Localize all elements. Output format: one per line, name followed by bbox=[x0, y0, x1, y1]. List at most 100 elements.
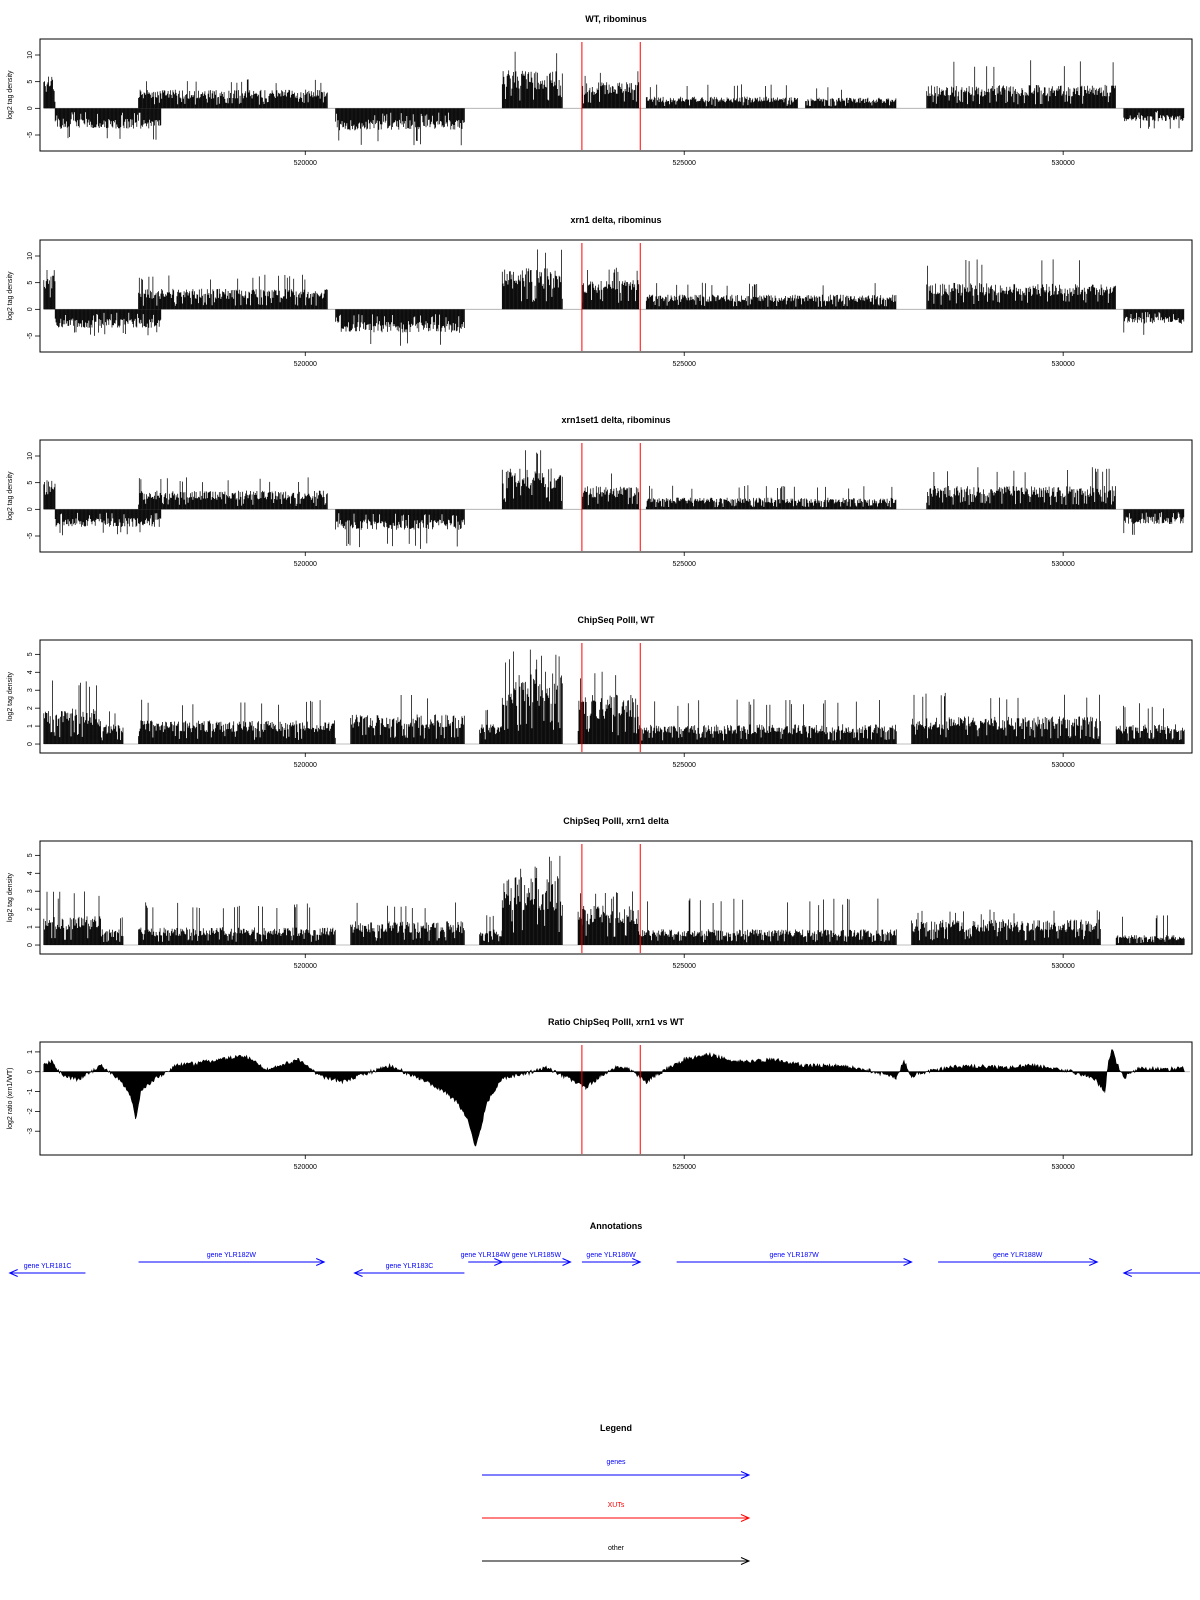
gene-annotation: gene YLR181C bbox=[8, 1263, 86, 1277]
gene-annotation: gene YLR182W bbox=[138, 1252, 326, 1266]
gene-annotation: gene YLR185W bbox=[502, 1252, 572, 1266]
x-tick-label: 530000 bbox=[1051, 963, 1074, 970]
signal-segment bbox=[1123, 108, 1185, 129]
x-tick-label: 530000 bbox=[1051, 561, 1074, 568]
y-tick-label: 0 bbox=[27, 507, 34, 511]
y-tick-label: -2 bbox=[27, 1108, 34, 1114]
signal-segment bbox=[335, 509, 465, 549]
y-tick-label: 0 bbox=[27, 742, 34, 746]
gene-label: gene YLR183C bbox=[386, 1263, 434, 1270]
signal-segment bbox=[577, 671, 639, 744]
ratio-area bbox=[43, 1049, 1185, 1147]
x-tick-label: 520000 bbox=[294, 361, 317, 368]
signal-bars bbox=[43, 855, 1185, 945]
signal-segment bbox=[43, 76, 56, 109]
signal-segment bbox=[581, 267, 640, 310]
x-tick-label: 525000 bbox=[673, 160, 696, 167]
signal-segment bbox=[43, 680, 101, 744]
plot-frame bbox=[39, 840, 1193, 955]
y-tick-label: 5 bbox=[27, 481, 34, 485]
annotations-track: Annotations gene YLR181C gene YLR182W gene … bbox=[8, 1221, 1200, 1277]
legend: Legend genes XUTs other bbox=[482, 1423, 751, 1565]
y-tick-label: 5 bbox=[27, 853, 34, 857]
y-tick-label: 5 bbox=[27, 652, 34, 656]
y-axis-label: log2 tag density bbox=[7, 872, 14, 922]
signal-segment bbox=[645, 282, 897, 310]
signal-segment bbox=[926, 467, 1116, 510]
annotations-title: Annotations bbox=[590, 1221, 643, 1231]
signal-segment bbox=[54, 309, 162, 336]
signal-segment bbox=[54, 108, 162, 140]
panel-title: xrn1 delta, ribominus bbox=[570, 215, 661, 225]
arrow-head bbox=[740, 1471, 751, 1479]
signal-segment bbox=[638, 699, 897, 744]
gene-label: gene YLR188W bbox=[993, 1252, 1043, 1259]
y-tick-label: 5 bbox=[27, 281, 34, 285]
y-axis-label: log2 tag density bbox=[7, 471, 14, 521]
signal-segment bbox=[501, 450, 563, 510]
panel-1: WT, ribominus 10 5 0 -5 log2 tag density 52000… bbox=[7, 14, 1193, 167]
arrow-head bbox=[316, 1258, 326, 1266]
y-tick-label: 0 bbox=[27, 106, 34, 110]
signal-segment bbox=[581, 473, 640, 510]
signal-segment bbox=[479, 709, 503, 744]
legend-item-other: other bbox=[482, 1545, 751, 1565]
signal-segment bbox=[138, 699, 336, 744]
y-axis-label: log2 ratio (xrn1/WT) bbox=[7, 1068, 14, 1130]
gene-annotation: gene YLR183C bbox=[353, 1263, 465, 1277]
legend-label: XUTs bbox=[608, 1502, 625, 1509]
signal-segment bbox=[1123, 309, 1185, 335]
panel-5: ChipSeq PolII, xrn1 delta 0 1 2 3 4 5 log2 tag … bbox=[7, 816, 1193, 970]
signal-segment bbox=[350, 902, 465, 945]
x-tick-label: 520000 bbox=[294, 1164, 317, 1171]
y-tick-label: 0 bbox=[27, 307, 34, 311]
signal-segment bbox=[335, 108, 465, 146]
y-tick-label: 3 bbox=[27, 688, 34, 692]
panel-2: xrn1 delta, ribominus 10 5 0 -5 log2 tag dens… bbox=[7, 215, 1193, 368]
panel-6: Ratio ChipSeq PolII, xrn1 vs WT 1 0 -1 -2 -3 l… bbox=[7, 1017, 1193, 1171]
gene-label: gene YLR186W bbox=[586, 1252, 636, 1259]
x-tick-label: 530000 bbox=[1051, 361, 1074, 368]
gene-label: gene YLR185W bbox=[512, 1252, 562, 1259]
x-tick-label: 525000 bbox=[673, 561, 696, 568]
x-tick-label: 520000 bbox=[294, 160, 317, 167]
signal-segment bbox=[805, 87, 897, 109]
gene-annotation: gene YLR188W bbox=[938, 1252, 1099, 1266]
y-tick-label: -5 bbox=[27, 333, 34, 339]
y-tick-label: 1 bbox=[27, 724, 34, 728]
signal-bars bbox=[43, 450, 1185, 549]
y-tick-label: 2 bbox=[27, 907, 34, 911]
signal-segment bbox=[54, 509, 162, 536]
legend-label: genes bbox=[606, 1459, 626, 1466]
signal-segment bbox=[501, 249, 563, 310]
gene-label: gene YLR182W bbox=[207, 1252, 257, 1259]
arrow-head bbox=[740, 1514, 751, 1522]
panel-title: ChipSeq PolII, WT bbox=[578, 615, 655, 625]
y-tick-label: -1 bbox=[27, 1088, 34, 1094]
x-tick-label: 525000 bbox=[673, 361, 696, 368]
x-tick-label: 525000 bbox=[673, 762, 696, 769]
signal-segment bbox=[138, 902, 336, 945]
y-tick-label: 5 bbox=[27, 80, 34, 84]
signal-segment bbox=[138, 274, 328, 310]
arrow-head bbox=[740, 1557, 751, 1565]
y-tick-label: 10 bbox=[27, 51, 34, 59]
arrow-head bbox=[353, 1269, 363, 1277]
signal-segment bbox=[645, 84, 798, 109]
y-tick-label: 3 bbox=[27, 889, 34, 893]
y-tick-label: 10 bbox=[27, 252, 34, 260]
signal-segment bbox=[43, 270, 56, 310]
y-tick-label: 10 bbox=[27, 452, 34, 460]
y-tick-label: 4 bbox=[27, 871, 34, 875]
arrow-head bbox=[562, 1258, 572, 1266]
legend-item-genes: genes bbox=[482, 1459, 751, 1479]
signal-segment bbox=[577, 891, 639, 945]
signal-segment bbox=[479, 915, 503, 945]
arrow-head bbox=[632, 1258, 642, 1266]
signal-segment bbox=[501, 855, 563, 945]
y-tick-label: -3 bbox=[27, 1128, 34, 1134]
panel-4: ChipSeq PolII, WT 0 1 2 3 4 5 log2 tag density 5… bbox=[7, 615, 1193, 769]
gene-annotation: gene YLR184W bbox=[461, 1252, 510, 1266]
plot-frame bbox=[39, 639, 1193, 754]
